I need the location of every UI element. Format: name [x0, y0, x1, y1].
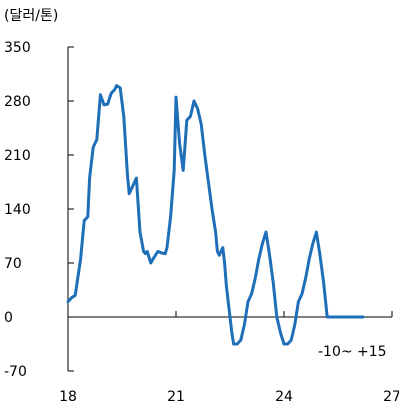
y-tick-label: 0: [4, 310, 13, 326]
series-line: [66, 84, 365, 346]
y-tick-label: 280: [4, 94, 31, 110]
y-tick-label: -70: [4, 364, 27, 380]
unit-label: (달러/톤): [4, 8, 58, 24]
y-axis: 350 280 210 140 70 0 -70: [4, 40, 74, 380]
x-tick-label: 18: [59, 389, 77, 405]
x-tick-label: 21: [167, 389, 185, 405]
annotation-label: -10~ +15: [318, 344, 387, 360]
x-tick-label: 24: [275, 389, 293, 405]
y-tick-label: 70: [4, 256, 22, 272]
x-tick-label: 27: [383, 389, 399, 405]
y-tick-label: 140: [4, 202, 31, 218]
y-tick-label: 350: [4, 40, 31, 56]
series-layer: [66, 84, 365, 346]
y-tick-label: 210: [4, 148, 31, 164]
